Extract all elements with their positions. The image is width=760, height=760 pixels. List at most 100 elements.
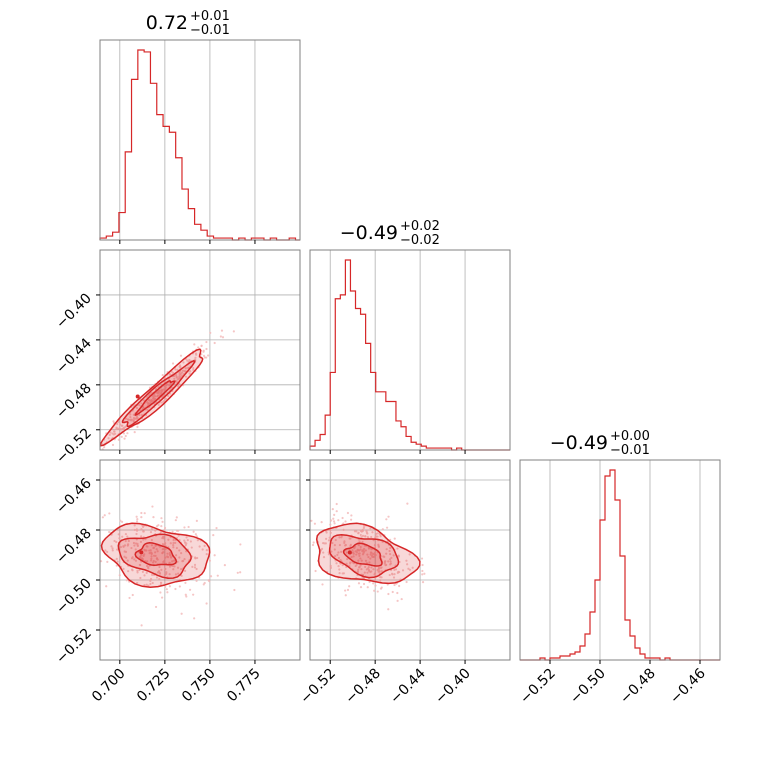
y-tick-label: −0.52 <box>53 425 95 467</box>
scatter-point <box>421 569 424 573</box>
scatter-point <box>346 511 350 515</box>
scatter-point <box>333 522 336 525</box>
scatter-point <box>319 549 323 552</box>
scatter-point <box>369 551 373 554</box>
scatter-point <box>205 553 208 556</box>
scatter-point <box>387 515 390 518</box>
scatter-point <box>366 586 369 589</box>
scatter-point <box>184 367 187 370</box>
scatter-point <box>333 544 336 547</box>
scatter-point <box>184 375 188 378</box>
scatter-point <box>125 556 128 559</box>
scatter-point <box>397 554 400 557</box>
scatter-point <box>327 539 331 542</box>
scatter-point <box>108 512 111 515</box>
scatter-point <box>202 350 205 353</box>
x-tick-label: −0.48 <box>617 666 659 708</box>
contour-middle <box>121 360 196 428</box>
scatter-point <box>146 408 149 411</box>
scatter-point <box>116 427 120 430</box>
contour-inner <box>134 542 178 566</box>
scatter-point <box>363 547 366 551</box>
scatter-point <box>149 577 153 581</box>
scatter-point <box>205 549 208 552</box>
scatter-point <box>346 557 349 561</box>
scatter-point <box>162 550 165 554</box>
scatter-point <box>329 523 332 526</box>
contour-middle <box>328 533 400 579</box>
scatter-point <box>117 438 120 441</box>
scatter-point <box>164 387 167 391</box>
scatter-point <box>150 555 153 558</box>
scatter-point <box>333 548 336 551</box>
scatter-point <box>208 559 212 562</box>
scatter-point <box>140 402 143 405</box>
scatter-point <box>374 584 377 587</box>
scatter-point <box>150 527 154 530</box>
scatter-point <box>174 554 178 557</box>
scatter-point <box>115 540 118 544</box>
scatter-point <box>387 608 390 611</box>
scatter-point <box>385 552 388 555</box>
x-tick-label: 0.775 <box>224 666 264 706</box>
scatter-point <box>405 580 408 584</box>
scatter-point <box>377 543 380 546</box>
scatter-point <box>104 549 107 552</box>
histogram-title-lower-error: −0.02 <box>400 233 440 248</box>
scatter-point <box>155 576 159 579</box>
panel-frame <box>99 39 301 241</box>
scatter-point <box>103 446 106 449</box>
scatter-point <box>136 416 139 419</box>
scatter-point <box>165 571 168 574</box>
scatter-point <box>117 533 120 536</box>
scatter-point <box>113 430 116 433</box>
scatter-point <box>150 573 154 576</box>
scatter-point <box>374 553 377 557</box>
scatter-point <box>398 570 401 574</box>
scatter-point <box>171 560 174 563</box>
scatter-point <box>371 531 374 534</box>
scatter-point <box>421 573 424 576</box>
scatter-point <box>341 564 344 567</box>
scatter-point <box>164 397 168 400</box>
scatter-point <box>313 522 317 525</box>
scatter-point <box>196 539 199 542</box>
scatter-point <box>133 524 136 527</box>
scatter-point <box>149 559 153 562</box>
scatter-point <box>177 529 180 532</box>
scatter-point <box>129 413 132 416</box>
scatter-point <box>141 570 144 573</box>
scatter-point <box>159 591 162 594</box>
scatter-point <box>163 526 167 530</box>
scatter-point <box>111 549 114 552</box>
panel-frame <box>99 249 301 451</box>
scatter-point <box>379 535 382 538</box>
scatter-point <box>360 559 363 562</box>
scatter-point <box>135 529 139 532</box>
scatter-point <box>363 571 366 574</box>
scatter-point <box>168 565 172 568</box>
scatter-point <box>116 422 119 426</box>
scatter-point <box>121 535 124 538</box>
scatter-point <box>181 369 185 372</box>
scatter-point <box>338 543 341 547</box>
scatter-point <box>164 547 167 550</box>
scatter-point <box>140 516 143 519</box>
scatter-point <box>203 356 206 359</box>
scatter-point <box>389 553 392 556</box>
scatter-point <box>126 432 129 435</box>
scatter-point <box>173 565 176 568</box>
scatter-point <box>353 547 356 550</box>
scatter-point <box>140 624 143 627</box>
panel-frame <box>519 459 721 661</box>
scatter-point <box>338 536 341 539</box>
scatter-point <box>368 569 371 573</box>
scatter-point <box>219 335 222 338</box>
scatter-point <box>332 520 336 523</box>
scatter-point <box>311 543 315 547</box>
scatter-point <box>387 560 390 563</box>
scatter-point <box>155 548 158 551</box>
scatter-point <box>389 546 392 550</box>
scatter-point <box>364 565 367 568</box>
scatter-point <box>382 555 385 558</box>
